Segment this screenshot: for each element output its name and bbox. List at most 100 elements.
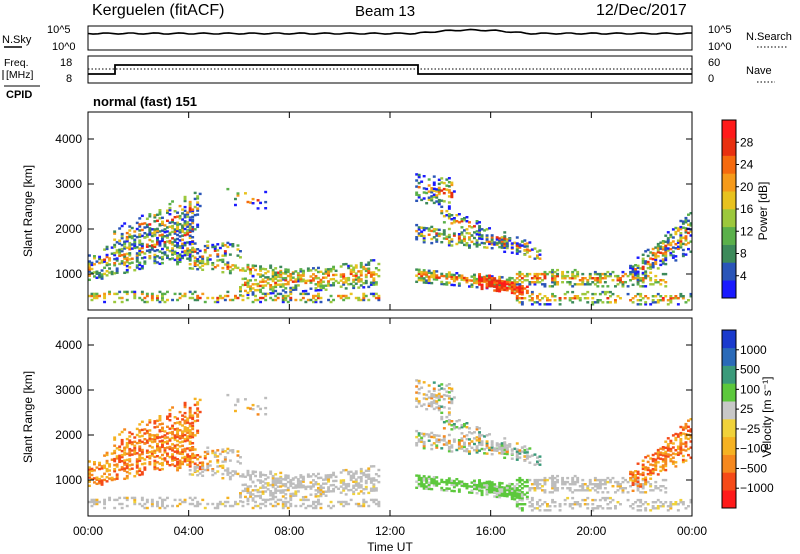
velocity-cell <box>445 443 449 447</box>
velocity-cell <box>181 436 185 439</box>
power-cell <box>95 294 99 298</box>
velocity-cell <box>95 498 99 502</box>
velocity-cell <box>191 442 195 445</box>
power-cell <box>478 231 482 234</box>
power-cell <box>138 296 142 300</box>
velocity-cell <box>118 454 122 458</box>
power-cell <box>528 241 532 244</box>
power-cell <box>176 241 180 245</box>
power-cell <box>304 289 308 293</box>
velocity-cell <box>530 503 534 506</box>
velocity-cell <box>603 478 607 482</box>
velocity-cell <box>148 439 152 442</box>
power-cell <box>319 270 323 274</box>
power-cell <box>148 238 152 242</box>
velocity-cell <box>284 476 288 480</box>
power-cell <box>178 260 182 264</box>
velocity-cell <box>369 498 373 502</box>
velocity-cell <box>317 472 320 476</box>
velocity-cell <box>274 500 278 504</box>
velocity-cell <box>176 421 180 424</box>
power-cell <box>352 268 356 271</box>
power-cell <box>128 254 132 257</box>
velocity-cell <box>193 411 197 415</box>
velocity-cell <box>520 478 524 482</box>
velocity-cell <box>681 458 685 462</box>
velocity-cell <box>115 465 119 468</box>
power-cell <box>473 273 476 277</box>
velocity-cell <box>493 487 497 490</box>
power-cell <box>495 236 499 239</box>
power-cell <box>432 270 436 273</box>
power-cell <box>679 238 683 241</box>
power-cell <box>681 248 685 252</box>
power-cell <box>432 187 436 191</box>
power-cell <box>145 243 149 246</box>
velocity-cell <box>216 470 220 473</box>
velocity-cell <box>274 491 278 495</box>
power-cell <box>510 285 514 289</box>
velocity-cell <box>216 506 220 510</box>
power-cell <box>123 255 127 258</box>
power-cell <box>500 284 504 287</box>
power-cell <box>221 266 225 270</box>
velocity-cell <box>463 441 466 445</box>
velocity-cell <box>666 505 670 508</box>
power-cell <box>128 244 132 247</box>
range-tick-label: 3000 <box>55 383 82 397</box>
velocity-cell <box>681 454 685 458</box>
power-cell <box>196 298 200 302</box>
power-cell <box>440 211 444 215</box>
velocity-cell <box>246 489 250 492</box>
power-cell <box>279 265 283 269</box>
velocity-cell <box>541 478 544 482</box>
power-cell <box>503 240 507 243</box>
velocity-cell <box>553 485 557 488</box>
power-cell <box>669 301 673 304</box>
power-cell <box>196 258 200 261</box>
velocity-cell <box>304 498 308 502</box>
power-cell <box>616 283 620 286</box>
power-cell <box>284 277 288 280</box>
power-cell <box>553 283 557 286</box>
power-cell <box>123 261 127 264</box>
velocity-cell <box>422 381 426 384</box>
velocity-cell <box>432 436 436 439</box>
velocity-cell <box>166 454 169 457</box>
velocity-cell <box>319 486 323 490</box>
velocity-cell <box>586 503 590 506</box>
power-cell <box>687 247 690 251</box>
power-cell <box>508 276 512 280</box>
power-cell <box>128 258 132 261</box>
power-cell <box>304 300 308 304</box>
velocity-cell <box>88 500 91 504</box>
velocity-cell <box>440 480 444 484</box>
velocity-cell <box>156 435 159 439</box>
velocity-cell <box>130 467 134 470</box>
power-cell <box>422 279 426 282</box>
velocity-cell <box>598 478 602 482</box>
power-cell <box>246 291 250 295</box>
power-cell <box>271 272 275 276</box>
velocity-cell <box>188 502 192 506</box>
power-cell <box>279 283 283 286</box>
velocity-cell <box>100 465 104 468</box>
power-cell <box>191 242 195 246</box>
velocity-cell <box>666 437 670 440</box>
velocity-cell <box>543 483 547 486</box>
power-cell <box>269 292 273 295</box>
power-cell <box>156 240 159 244</box>
freq-unit-label: [MHz] <box>6 69 33 81</box>
velocity-cell <box>251 408 255 411</box>
velocity-cell <box>583 489 587 492</box>
velocity-cell <box>611 498 615 502</box>
power-cell <box>503 246 507 249</box>
power-cell <box>304 281 308 285</box>
velocity-cell <box>593 476 597 480</box>
power-cell <box>98 261 102 265</box>
power-cell <box>417 228 421 231</box>
power-cell <box>523 279 527 282</box>
power-cell <box>566 270 570 274</box>
velocity-cell <box>264 490 268 493</box>
velocity-cell <box>317 476 320 480</box>
